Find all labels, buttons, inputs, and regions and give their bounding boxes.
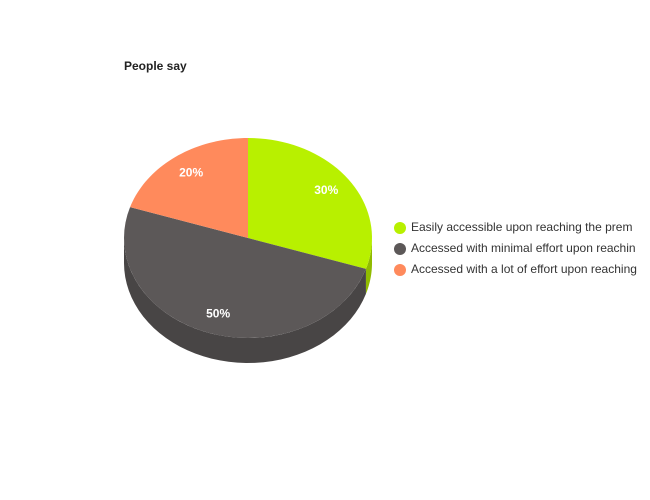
data-label: 50% [206, 306, 230, 320]
legend-marker [394, 243, 406, 255]
legend-label: Accessed with a lot of effort upon reach… [411, 262, 637, 276]
data-label: 20% [179, 165, 203, 179]
slice [130, 138, 248, 238]
slice-side [124, 238, 366, 363]
legend-marker [394, 264, 406, 276]
slice-side [365, 238, 372, 294]
data-label: 30% [314, 183, 338, 197]
slice [248, 138, 372, 269]
legend-label: Accessed with minimal effort upon reachi… [411, 241, 636, 255]
legend-marker [394, 222, 406, 234]
chart-title: People say [124, 59, 187, 73]
slice [124, 207, 366, 338]
legend-label: Easily accessible upon reaching the prem [411, 220, 632, 234]
